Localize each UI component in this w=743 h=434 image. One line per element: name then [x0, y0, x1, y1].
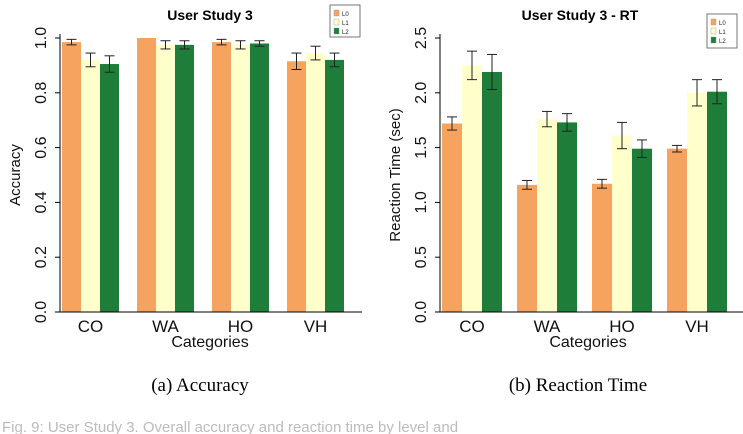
- user-study-3-legend-swatch-l0: [333, 9, 340, 17]
- user-study-3-rt-legend-label-l2: L2: [719, 39, 726, 45]
- user-study-3-bar-co-l1: [81, 59, 100, 312]
- user-study-3-errorbar-ho-l0: [216, 38, 227, 46]
- user-study-3-xtick-label: VH: [304, 317, 328, 336]
- user-study-3-rt-bar-wa-l1: [537, 119, 557, 312]
- user-study-3-rt-xtick-label: CO: [459, 317, 485, 336]
- user-study-3-errorbar-ho-l2: [254, 40, 265, 47]
- user-study-3-rt-legend-label-l0: L0: [719, 21, 726, 27]
- user-study-3-errorbar-ho-l1: [235, 40, 246, 50]
- user-study-3-title: User Study 3: [167, 7, 253, 23]
- user-study-3-rt-ylabel: Reaction Time (sec): [387, 108, 404, 241]
- user-study-3-ylabel: Accuracy: [7, 144, 24, 206]
- accuracy-chart: 0.0 0.2 0.4 0.6 0.8 1.0 CO WA HO VH User Study 3 Ca…: [7, 4, 362, 351]
- user-study-3-rt-legend-swatch-l2: [710, 36, 717, 44]
- user-study-3-legend-swatch-l2: [333, 27, 340, 35]
- user-study-3-rt-bar-wa-l2: [557, 122, 577, 312]
- user-study-3-bar-vh-l0: [287, 61, 306, 312]
- user-study-3-rt-errorbar-co-l0: [447, 116, 457, 131]
- user-study-3-bar-wa-l2: [175, 44, 194, 312]
- user-study-3-rt-xtick-label: HO: [609, 317, 635, 336]
- user-study-3-rt-bar-vh-l2: [707, 91, 727, 312]
- user-study-3-rt-legend-label-l1: L1: [719, 30, 726, 36]
- caption-accuracy: (a) Accuracy: [151, 375, 249, 396]
- user-study-3-errorbar-co-l0: [66, 38, 77, 46]
- user-study-3-ytick-label: 1.0: [33, 27, 50, 49]
- user-study-3-rt-xlabel: Categories: [549, 334, 626, 351]
- user-study-3-bar-vh-l2: [325, 59, 344, 312]
- user-study-3-rt-bar-ho-l1: [612, 135, 632, 312]
- user-study-3-bar-ho-l2: [250, 43, 269, 312]
- user-study-3-rt-bar-co-l1: [462, 65, 482, 313]
- user-study-3-xtick-label: CO: [78, 317, 104, 336]
- user-study-3-bar-wa-l1: [156, 44, 175, 312]
- user-study-3-bar-co-l2: [100, 64, 119, 312]
- user-study-3-bar-ho-l1: [231, 44, 250, 312]
- user-study-3-rt-bar-vh-l0: [667, 148, 687, 312]
- user-study-3-rt-title: User Study 3 - RT: [522, 7, 639, 23]
- user-study-3-rt-bar-co-l2: [482, 71, 502, 312]
- user-study-3-ytick-label: 0.2: [33, 246, 50, 268]
- user-study-3-rt-bar-co-l0: [442, 123, 462, 312]
- user-study-3-bar-wa-l0: [137, 38, 156, 312]
- user-study-3-errorbar-co-l1: [85, 52, 96, 68]
- user-study-3-errorbar-vh-l2: [329, 52, 340, 68]
- user-study-3-ytick-label: 0.8: [33, 82, 50, 104]
- caption-reaction-time: (b) Reaction Time: [509, 375, 647, 396]
- user-study-3-bar-co-l0: [62, 42, 81, 313]
- user-study-3-rt-errorbar-ho-l0: [597, 178, 607, 189]
- user-study-3-rt-errorbar-wa-l1: [542, 110, 552, 128]
- user-study-3-errorbar-vh-l0: [291, 52, 302, 71]
- user-study-3-legend-label-l0: L0: [342, 12, 349, 18]
- user-study-3-xtick-label: HO: [228, 317, 254, 336]
- figure-footer-text: Fig. 9: User Study 3. Overall accuracy a…: [2, 419, 458, 434]
- user-study-3-rt-errorbar-ho-l1: [617, 121, 627, 150]
- user-study-3-rt-bar-vh-l1: [687, 92, 707, 312]
- user-study-3-rt-errorbar-vh-l0: [672, 144, 682, 153]
- user-study-3-legend: L0 L1 L2: [329, 4, 361, 38]
- user-study-3-rt-bar-ho-l0: [592, 183, 612, 312]
- reaction-time-chart: 0.0 0.5 1.0 1.5 2.0 2.5 CO WA HO VH User Study 3 -…: [387, 7, 743, 351]
- user-study-3-rt-errorbar-vh-l2: [712, 79, 722, 105]
- user-study-3-ytick-label: 0.0: [33, 301, 50, 323]
- user-study-3-rt-ytick-label: 1.5: [413, 136, 430, 158]
- user-study-3-rt-ytick-label: 0.0: [413, 301, 430, 323]
- user-study-3-rt-legend: L0 L1 L2: [706, 13, 738, 49]
- user-study-3-rt-bar-wa-l0: [517, 184, 537, 312]
- user-study-3-rt-errorbar-ho-l2: [637, 139, 647, 158]
- user-study-3-rt-ytick-label: 2.5: [413, 27, 430, 49]
- user-study-3-rt-errorbar-wa-l2: [562, 113, 572, 132]
- user-study-3-rt-legend-swatch-l0: [710, 18, 717, 26]
- user-study-3-rt-errorbar-wa-l0: [522, 179, 532, 190]
- user-study-3-xtick-label: WA: [152, 317, 179, 336]
- user-study-3-rt-errorbar-co-l1: [467, 50, 477, 81]
- user-study-3-xlabel: Categories: [171, 334, 248, 351]
- user-study-3-legend-label-l2: L2: [342, 30, 349, 36]
- user-study-3-rt-ytick-label: 1.0: [413, 191, 430, 213]
- user-study-3-legend-label-l1: L1: [342, 21, 349, 27]
- user-study-3-rt-errorbar-vh-l1: [692, 79, 702, 107]
- user-study-3-ytick-label: 0.6: [33, 136, 50, 158]
- user-study-3-errorbar-wa-l1: [160, 40, 171, 50]
- user-study-3-errorbar-wa-l2: [179, 40, 190, 50]
- user-study-3-rt-ytick-label: 0.5: [413, 246, 430, 268]
- user-study-3-errorbar-vh-l1: [310, 45, 321, 61]
- user-study-3-bar-ho-l0: [212, 42, 231, 313]
- user-study-3-rt-xtick-label: VH: [685, 317, 709, 336]
- user-study-3-ytick-label: 0.4: [33, 191, 50, 213]
- user-study-3-bar-vh-l1: [306, 53, 325, 312]
- user-study-3-errorbar-co-l2: [104, 55, 115, 73]
- user-study-3-rt-xtick-label: WA: [534, 317, 561, 336]
- user-study-3-rt-legend-swatch-l1: [710, 27, 717, 35]
- user-study-3-legend-swatch-l1: [333, 18, 340, 26]
- user-study-3-rt-ytick-label: 2.0: [413, 82, 430, 104]
- user-study-3-rt-bar-ho-l2: [632, 148, 652, 312]
- user-study-3-rt-errorbar-co-l2: [487, 53, 497, 91]
